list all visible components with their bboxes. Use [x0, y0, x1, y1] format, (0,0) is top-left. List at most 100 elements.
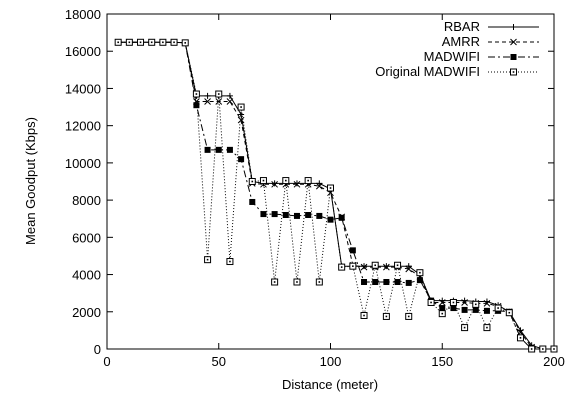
- data-point: [394, 279, 401, 285]
- data-point: [293, 180, 301, 188]
- data-point: [148, 38, 156, 46]
- data-point: [450, 305, 457, 312]
- data-point: [494, 304, 502, 312]
- series-layer: [114, 38, 558, 353]
- data-point: [271, 211, 278, 218]
- data-point: [439, 305, 446, 312]
- data-point: [114, 38, 122, 46]
- data-point: [316, 180, 323, 187]
- legend-label: RBAR: [444, 19, 480, 34]
- data-point: [237, 103, 245, 111]
- series-line: [118, 41, 554, 350]
- data-point: [516, 334, 524, 342]
- y-tick-label: 16000: [65, 44, 101, 59]
- y-tick-label: 14000: [65, 81, 101, 96]
- data-point: [282, 177, 290, 185]
- data-point: [405, 265, 413, 273]
- data-point: [372, 279, 379, 285]
- legend-item: Original MADWIFI: [375, 64, 539, 79]
- data-point: [382, 312, 390, 320]
- data-point: [204, 256, 212, 264]
- data-point: [215, 146, 222, 153]
- series-line: [118, 41, 554, 350]
- data-point: [204, 92, 211, 99]
- data-point: [438, 310, 446, 318]
- data-point: [215, 90, 223, 98]
- data-point: [226, 98, 234, 105]
- data-point: [449, 298, 457, 306]
- data-point: [383, 263, 390, 271]
- data-point: [315, 182, 323, 190]
- data-point: [192, 90, 200, 98]
- data-point: [293, 180, 300, 187]
- legend-label: Original MADWIFI: [375, 64, 480, 79]
- data-point: [260, 211, 267, 218]
- legend-item: MADWIFI: [424, 49, 539, 64]
- data-point: [438, 299, 446, 306]
- data-point: [405, 279, 412, 286]
- data-point: [427, 298, 435, 306]
- data-point: [550, 345, 558, 353]
- data-point: [159, 38, 167, 46]
- legend-item: AMRR: [442, 34, 539, 49]
- data-point: [383, 263, 390, 270]
- data-point: [338, 263, 346, 271]
- legend-item: RBAR: [444, 19, 539, 34]
- data-point: [271, 278, 279, 286]
- data-point: [539, 345, 547, 353]
- data-point: [394, 261, 402, 269]
- data-point: [361, 279, 368, 285]
- legend-marker: [510, 54, 517, 60]
- data-point: [226, 258, 234, 266]
- data-point: [181, 39, 189, 47]
- data-point: [483, 300, 491, 307]
- data-point: [528, 345, 536, 353]
- series-rbar: [115, 39, 557, 352]
- y-axis-title: Mean Goodput (Kbps): [23, 117, 38, 245]
- data-point: [483, 307, 490, 314]
- y-tick-label: 4000: [72, 268, 101, 283]
- x-tick-label: 0: [103, 354, 110, 369]
- data-point: [360, 312, 368, 319]
- data-point: [226, 92, 233, 99]
- data-point: [349, 262, 357, 270]
- legend-label: AMRR: [442, 34, 480, 49]
- data-point: [293, 212, 300, 219]
- data-point: [137, 38, 145, 46]
- data-point: [360, 263, 368, 271]
- legend-marker: [510, 38, 517, 46]
- data-point: [259, 177, 267, 185]
- data-point: [416, 277, 423, 284]
- data-point: [327, 184, 334, 192]
- data-point: [315, 278, 323, 286]
- series-madwifi: [115, 39, 557, 352]
- data-point: [170, 38, 178, 46]
- data-point: [472, 300, 480, 308]
- data-point: [125, 38, 133, 46]
- data-point: [238, 156, 245, 163]
- x-tick-label: 50: [212, 354, 226, 369]
- data-point: [304, 177, 312, 185]
- legend-label: MADWIFI: [424, 49, 480, 64]
- data-point: [226, 146, 233, 153]
- x-axis-title: Distance (meter): [282, 377, 378, 392]
- x-tick-label: 100: [320, 354, 342, 369]
- x-tick-label: 200: [543, 354, 565, 369]
- y-tick-label: 6000: [72, 230, 101, 245]
- x-tick-label: 150: [431, 354, 453, 369]
- y-tick-label: 2000: [72, 305, 101, 320]
- data-point: [293, 278, 301, 286]
- data-point: [305, 212, 312, 218]
- series-amrr: [114, 38, 558, 353]
- data-point: [383, 279, 390, 285]
- data-point: [271, 180, 278, 188]
- legend-marker: [510, 68, 517, 76]
- data-point: [338, 214, 345, 221]
- y-tick-label: 8000: [72, 193, 101, 208]
- data-point: [248, 178, 256, 185]
- data-point: [249, 198, 256, 205]
- data-point: [193, 102, 200, 109]
- series-original-madwifi: [114, 38, 558, 353]
